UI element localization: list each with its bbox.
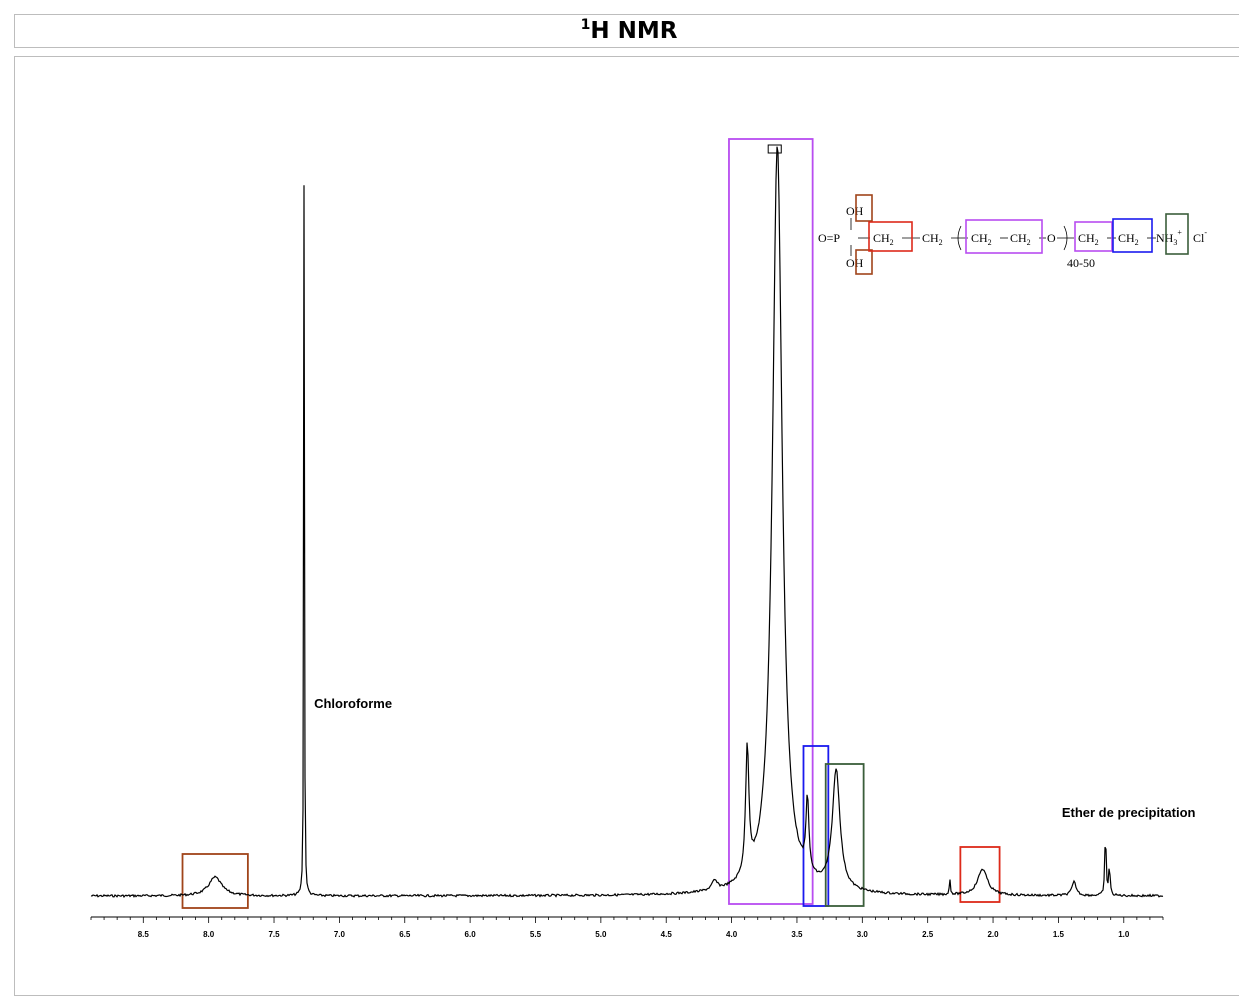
tick-label: 1.5 bbox=[1053, 930, 1065, 939]
tick-label: 5.5 bbox=[530, 930, 542, 939]
box-ch2-a bbox=[868, 221, 913, 252]
title-main: H NMR bbox=[590, 18, 678, 44]
box-ch2-f bbox=[1112, 218, 1153, 253]
tick-label: 5.0 bbox=[595, 930, 607, 939]
ch2-c: CH2 bbox=[971, 231, 992, 247]
chloride: Cl- bbox=[1193, 228, 1207, 245]
box-nh3 bbox=[1165, 213, 1189, 255]
tick-label: 8.0 bbox=[203, 930, 215, 939]
highlight-box bbox=[728, 138, 814, 905]
o-equals-p: O=P bbox=[818, 231, 840, 245]
highlight-boxes bbox=[181, 138, 1001, 909]
ammonium: NH3+ bbox=[1156, 228, 1182, 247]
tick-label: 4.0 bbox=[726, 930, 738, 939]
highlight-box bbox=[181, 853, 249, 909]
annotation-chloroforme: Chloroforme bbox=[314, 696, 392, 711]
chemical-structure: O=P OH OH CH2 CH2 CH2 CH2 O 40-50 CH2 CH… bbox=[818, 194, 1207, 275]
highlight-box bbox=[959, 846, 1001, 903]
plot-frame bbox=[14, 56, 1239, 996]
annotation-ether: Ether de precipitation bbox=[1062, 805, 1196, 820]
tick-label: 8.5 bbox=[138, 930, 150, 939]
box-oh-top bbox=[855, 194, 873, 222]
repeat-count: 40-50 bbox=[1067, 256, 1095, 270]
tick-label: 3.5 bbox=[791, 930, 803, 939]
oh-top: OH bbox=[846, 204, 864, 218]
highlight-box bbox=[802, 745, 830, 907]
tick-label: 3.0 bbox=[857, 930, 869, 939]
ch2-b: CH2 bbox=[922, 231, 943, 247]
tick-label: 2.5 bbox=[922, 930, 934, 939]
tick-label: 7.5 bbox=[268, 930, 280, 939]
box-ch2-e bbox=[1074, 221, 1113, 252]
tick-label: 2.0 bbox=[987, 930, 999, 939]
tick-label: 4.5 bbox=[661, 930, 673, 939]
highlight-box bbox=[824, 763, 865, 907]
tick-label: 7.0 bbox=[334, 930, 346, 939]
title-bar: 1H NMR bbox=[14, 14, 1239, 48]
ch2-f: CH2 bbox=[1118, 231, 1139, 247]
ch2-e: CH2 bbox=[1078, 231, 1099, 247]
tick-label: 1.0 bbox=[1118, 930, 1130, 939]
spectrum-trace bbox=[90, 146, 1164, 898]
box-peg-repeat bbox=[965, 219, 1043, 254]
tick-label: 6.0 bbox=[465, 930, 477, 939]
title-superscript: 1 bbox=[580, 17, 591, 33]
ether-oxygen: O bbox=[1047, 231, 1056, 245]
chart-title: 1H NMR bbox=[15, 17, 1239, 44]
x-axis: 8.5 8.0 7.5 7.0 6.5 6.0 5.5 5.0 4.5 4.0 3.5 3.0 2.5 2… bbox=[90, 916, 1164, 939]
bracket-close bbox=[1063, 225, 1068, 251]
ch2-d: CH2 bbox=[1010, 231, 1031, 247]
annotations: Chloroforme Ether de precipitation bbox=[314, 696, 1195, 820]
tick-label: 6.5 bbox=[399, 930, 411, 939]
box-oh-bottom bbox=[855, 249, 873, 275]
ch2-a: CH2 bbox=[873, 231, 894, 247]
peak-cap bbox=[767, 144, 782, 154]
oh-bottom: OH bbox=[846, 256, 864, 270]
